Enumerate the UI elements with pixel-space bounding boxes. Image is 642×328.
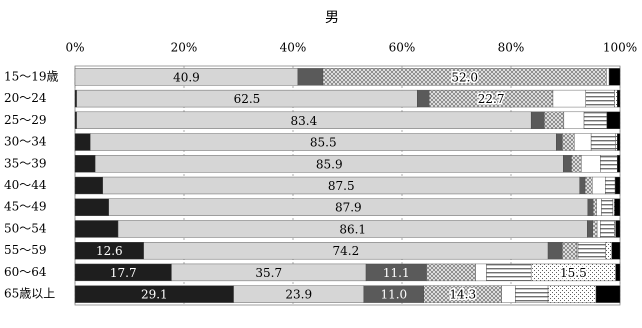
bar-segment (611, 242, 621, 260)
chart-title: 男 (325, 10, 339, 26)
bar-segment (563, 155, 572, 173)
bar-segment (608, 68, 621, 86)
bar-segment (587, 198, 594, 216)
bar-segment (585, 89, 615, 108)
bar-segment (615, 220, 621, 238)
value-label: 52.0 (451, 70, 478, 84)
bar-segment (600, 155, 618, 173)
bar-segment (417, 89, 430, 108)
bar-segment (574, 133, 592, 151)
bar-segment (581, 155, 601, 173)
value-label: 17.7 (110, 266, 137, 280)
bar-segment (74, 133, 91, 151)
value-label: 35.7 (255, 266, 282, 280)
bar-segment (601, 198, 614, 216)
bar-segment (563, 111, 585, 129)
bar-segment (577, 242, 607, 260)
bar-segment (596, 220, 601, 238)
value-label: 29.1 (141, 288, 168, 302)
bar-segment (547, 285, 597, 303)
y-tick-label: 30～34 (4, 135, 47, 149)
value-label: 15.5 (560, 266, 587, 280)
bar-segment (600, 220, 615, 238)
bar-segment (592, 176, 606, 195)
y-tick-label: 25～29 (4, 113, 47, 127)
bar-segment (587, 220, 593, 238)
bar-segment (592, 220, 598, 238)
value-label: 22.7 (478, 92, 505, 106)
bar-segment (544, 111, 565, 129)
bar-segment (617, 89, 621, 108)
bar-segment (579, 176, 586, 195)
bar-segment (426, 263, 476, 282)
value-label: 87.9 (335, 201, 362, 215)
bar-segment (606, 111, 621, 129)
bar-segment (74, 198, 109, 216)
value-label: 86.1 (339, 222, 366, 236)
bar-segment (615, 263, 621, 282)
bar-segment (74, 176, 103, 195)
bar-segment (74, 111, 77, 129)
value-label: 85.5 (310, 136, 337, 150)
y-tick-label: 60～64 (4, 265, 47, 279)
bar-segment (612, 198, 615, 216)
value-label: 14.3 (449, 288, 476, 302)
bar-segment (583, 111, 608, 129)
bar-segment (593, 198, 597, 216)
bar-segment (475, 263, 487, 282)
bar-segment (486, 263, 532, 282)
value-label: 74.2 (333, 244, 360, 258)
y-tick-label: 40～44 (4, 178, 47, 192)
bar-segment (590, 133, 616, 151)
bar-segment (547, 242, 563, 260)
value-label: 83.4 (291, 114, 318, 128)
bar-segment (595, 285, 621, 303)
bar-segment (74, 155, 96, 173)
bar-segment (615, 133, 618, 151)
bar-segment (605, 176, 616, 195)
bar-segment (571, 155, 582, 173)
value-label: 11.0 (380, 288, 407, 302)
value-label: 40.9 (173, 70, 200, 84)
value-label: 23.9 (285, 288, 312, 302)
bar-segment (297, 68, 324, 86)
bar-segment (74, 220, 119, 238)
bar-segment (552, 89, 586, 108)
bar-segment (530, 111, 545, 129)
x-tick-label: 20% (171, 41, 198, 55)
bar-segment (556, 133, 563, 151)
y-tick-label: 65歳以上 (4, 287, 55, 301)
bar-segment (74, 89, 77, 108)
bar-segment (617, 133, 621, 151)
y-tick-label: 55～59 (4, 243, 47, 257)
value-label: 62.5 (234, 92, 261, 106)
bar-segment (515, 285, 549, 303)
x-tick-label: 100% (603, 41, 637, 55)
y-tick-label: 35～39 (4, 156, 47, 170)
value-label: 85.9 (316, 157, 343, 171)
value-label: 12.6 (96, 244, 123, 258)
bar-segment (584, 176, 593, 195)
x-tick-label: 0% (65, 41, 84, 55)
bar-segment (562, 133, 575, 151)
y-tick-label: 20～24 (4, 91, 47, 105)
bar-segment (562, 242, 578, 260)
value-label: 87.5 (328, 179, 355, 193)
bar-segment (614, 176, 621, 195)
y-tick-label: 45～49 (4, 200, 47, 214)
bar-segment (606, 68, 610, 86)
bar-segment (617, 155, 621, 173)
y-tick-label: 50～54 (4, 221, 47, 235)
bar-segment (614, 89, 618, 108)
bar-segment (501, 285, 516, 303)
x-tick-label: 60% (389, 41, 416, 55)
y-tick-label: 15～19歳 (4, 69, 59, 83)
bar-segment (596, 198, 602, 216)
bar-segment (614, 198, 621, 216)
x-tick-label: 40% (280, 41, 307, 55)
bar-segment (605, 242, 613, 260)
x-tick-label: 80% (498, 41, 525, 55)
value-label: 11.1 (383, 266, 410, 280)
